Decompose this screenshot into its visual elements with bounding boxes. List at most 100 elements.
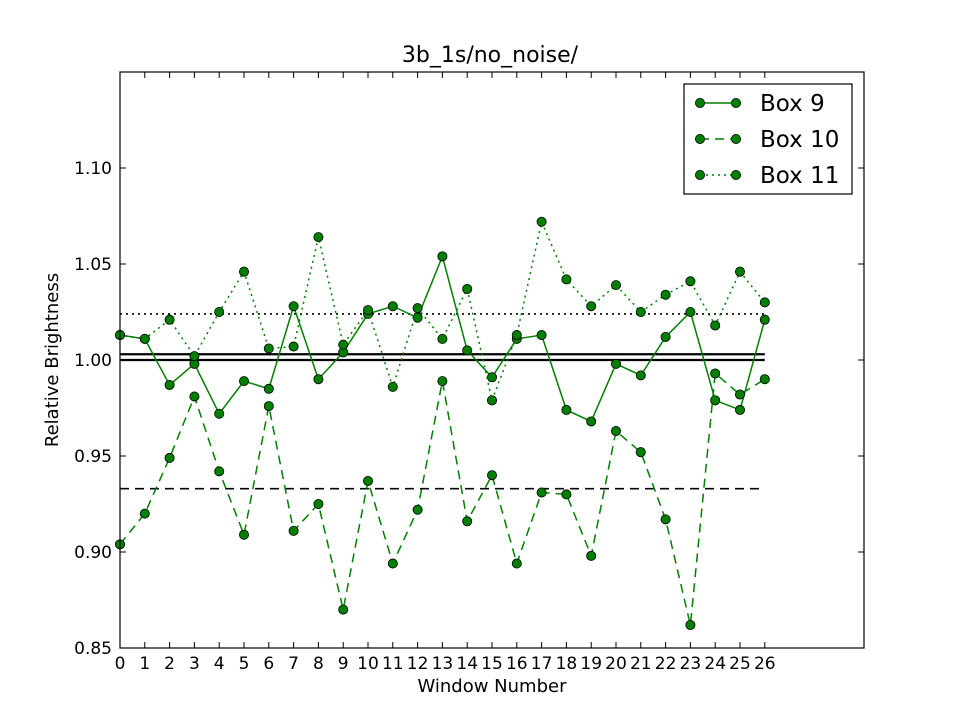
y-tick-label: 1.05 [74,255,112,275]
data-point-box-9-12 [412,312,423,323]
data-point-box-10-11 [387,558,398,569]
data-point-box-9-25 [735,404,746,415]
data-point-box-11-15 [486,395,497,406]
data-point-box-11-9 [338,339,349,350]
x-tick-label: 2 [164,654,175,674]
data-point-box-11-21 [635,306,646,317]
data-point-box-11-24 [710,320,721,331]
y-tick-label: 1.00 [74,351,112,371]
x-tick-label: 1 [139,654,150,674]
data-point-box-10-17 [536,487,547,498]
data-point-box-11-17 [536,216,547,227]
x-tick-label: 8 [313,654,324,674]
data-point-box-9-20 [611,358,622,369]
x-tick-label: 25 [729,654,751,674]
data-point-box-10-19 [586,550,597,561]
x-tick-label: 4 [214,654,225,674]
data-point-box-9-8 [313,374,324,385]
legend-label-box-11: Box 11 [760,163,839,189]
data-point-box-9-11 [387,301,398,312]
data-point-box-11-14 [462,283,473,294]
data-point-box-10-15 [486,470,497,481]
data-point-box-10-7 [288,525,299,536]
legend-marker-box-10 [695,133,706,144]
data-point-box-10-12 [412,504,423,515]
data-point-box-11-11 [387,381,398,392]
data-point-box-10-16 [511,558,522,569]
data-point-box-11-20 [611,280,622,291]
x-tick-label: 5 [239,654,250,674]
data-point-box-9-5 [238,376,249,387]
x-tick-label: 18 [556,654,578,674]
x-axis-label: Window Number [417,676,567,697]
data-point-box-11-4 [214,306,225,317]
data-point-box-10-25 [735,389,746,400]
data-point-box-10-9 [338,604,349,615]
x-tick-label: 17 [531,654,553,674]
data-point-box-9-22 [660,331,671,342]
data-point-box-10-13 [437,376,448,387]
data-point-box-10-8 [313,498,324,509]
y-tick-label: 0.85 [74,639,112,659]
x-tick-label: 6 [263,654,274,674]
x-tick-label: 24 [704,654,726,674]
data-point-box-9-2 [164,379,175,390]
data-point-box-11-16 [511,330,522,341]
data-point-box-11-22 [660,289,671,300]
x-tick-label: 10 [357,654,379,674]
data-point-box-11-18 [561,274,572,285]
x-axis-ticks: 0 1 2 3 4 5 6 7 8 9 10 11 12 13 14 15 16 17 18 19 20 21 22 23 24… [115,72,776,674]
x-tick-label: 16 [506,654,528,674]
legend-entry-box-10: Box 10 [695,127,839,153]
x-tick-label: 11 [382,654,404,674]
legend-entry-box-11: Box 11 [695,163,839,189]
legend-label-box-9: Box 9 [760,91,825,117]
data-point-box-10-2 [164,452,175,463]
data-point-box-10-1 [139,508,150,519]
data-point-box-10-6 [263,401,274,412]
legend-marker-box-11 [695,169,706,180]
legend-entry-box-9: Box 9 [695,91,825,117]
data-point-box-10-5 [238,529,249,540]
data-point-box-11-12 [412,303,423,314]
y-tick-label: 0.95 [74,447,112,467]
x-tick-label: 21 [630,654,652,674]
data-point-box-11-6 [263,343,274,354]
data-point-box-10-10 [362,475,373,486]
x-tick-label: 19 [580,654,602,674]
data-point-box-11-25 [735,266,746,277]
x-tick-label: 15 [481,654,503,674]
legend-marker-box-10 [731,133,742,144]
x-tick-label: 14 [456,654,478,674]
data-point-box-9-4 [214,408,225,419]
legend-marker-box-11 [731,169,742,180]
data-point-box-9-19 [586,416,597,427]
data-point-box-10-23 [685,619,696,630]
x-tick-label: 7 [288,654,299,674]
data-point-box-10-4 [214,466,225,477]
x-tick-label: 22 [655,654,677,674]
legend-marker-box-9 [695,98,706,109]
data-point-box-11-1 [139,333,150,344]
data-point-box-9-15 [486,372,497,383]
x-tick-label: 12 [407,654,429,674]
data-point-box-9-23 [685,306,696,317]
series-box-10 [115,368,770,630]
data-point-box-11-8 [313,232,324,243]
data-point-box-10-24 [710,368,721,379]
x-tick-label: 23 [680,654,702,674]
data-point-box-10-14 [462,516,473,527]
data-point-box-9-6 [263,383,274,394]
chart-title: 3b_1s/no_noise/ [402,43,579,68]
x-tick-label: 9 [338,654,349,674]
series-box-11 [115,216,770,406]
data-point-box-10-22 [660,514,671,525]
data-point-box-11-2 [164,314,175,325]
data-point-box-9-17 [536,330,547,341]
data-point-box-10-20 [611,426,622,437]
x-tick-label: 20 [605,654,627,674]
data-point-box-10-26 [759,374,770,385]
x-tick-label: 3 [189,654,200,674]
data-point-box-11-23 [685,276,696,287]
